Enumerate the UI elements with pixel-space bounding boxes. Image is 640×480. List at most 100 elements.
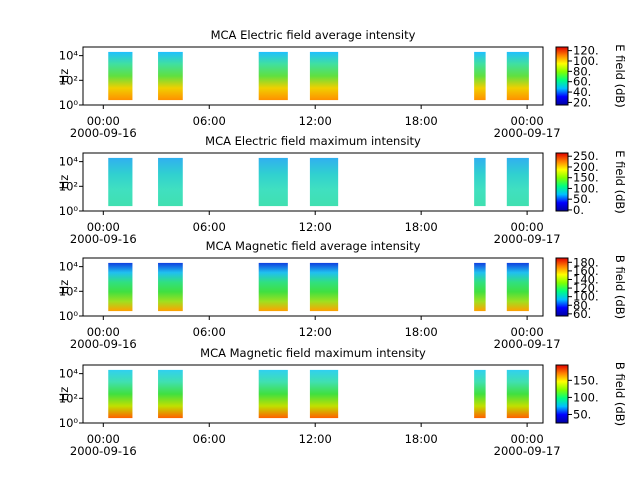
axes-frame	[82, 364, 544, 424]
date-label: 2000-09-17	[494, 126, 561, 140]
y-tick-label: 10²	[59, 179, 78, 193]
y-tick-label: 10²	[59, 284, 78, 298]
x-tick-label: 06:00	[193, 220, 226, 234]
data-block	[309, 369, 339, 419]
y-tick-label: 10²	[59, 391, 78, 405]
y-tick-label: 10⁴	[59, 367, 79, 381]
colorbar-tick-label: 80.	[573, 298, 591, 312]
y-tick-label: 10⁰	[59, 309, 79, 323]
colorbar-tick-label: 100.	[573, 290, 599, 304]
x-tick-label: 12:00	[299, 220, 332, 234]
data-block	[309, 51, 339, 101]
colorbar-label: E field (dB)	[613, 44, 627, 108]
axes-frame	[82, 46, 544, 106]
panel-title: MCA Magnetic field maximum intensity	[200, 346, 426, 360]
colorbar	[555, 152, 569, 212]
data-block	[258, 51, 288, 101]
panel-title: MCA Electric field average intensity	[211, 28, 416, 42]
colorbar-tick-label: 50.	[573, 192, 591, 206]
date-label: 2000-09-17	[494, 337, 561, 351]
data-block	[506, 369, 529, 419]
data-block	[474, 157, 486, 207]
data-block	[474, 51, 486, 101]
x-tick-label: 18:00	[405, 114, 438, 128]
x-tick-label: 12:00	[299, 325, 332, 339]
panel-title: MCA Electric field maximum intensity	[205, 134, 421, 148]
data-block	[158, 369, 183, 419]
data-block	[108, 369, 133, 419]
colorbar	[555, 257, 569, 317]
x-tick-label: 00:00	[511, 325, 544, 339]
colorbar-tick-label: 140.	[573, 272, 599, 286]
data-block	[108, 157, 133, 207]
colorbar	[555, 46, 569, 106]
data-block	[506, 51, 529, 101]
data-block	[158, 157, 183, 207]
x-tick-label: 00:00	[511, 432, 544, 446]
x-tick-label: 12:00	[299, 114, 332, 128]
data-block	[108, 262, 133, 312]
colorbar-tick-label: 150.	[573, 373, 599, 387]
data-block	[309, 262, 339, 312]
x-tick-label: 00:00	[87, 432, 120, 446]
y-axis-label: Hz	[57, 387, 71, 402]
x-tick-label: 00:00	[87, 220, 120, 234]
colorbar-tick-label: 80.	[573, 64, 591, 78]
colorbar-label: B field (dB)	[613, 255, 627, 319]
y-axis-label: Hz	[57, 175, 71, 190]
date-label: 2000-09-17	[494, 444, 561, 458]
y-tick-label: 10²	[59, 73, 78, 87]
y-axis-label: Hz	[57, 69, 71, 84]
data-block	[258, 369, 288, 419]
x-tick-label: 06:00	[193, 325, 226, 339]
data-block	[506, 157, 529, 207]
x-tick-label: 12:00	[299, 432, 332, 446]
colorbar	[555, 364, 569, 424]
data-block	[474, 262, 486, 312]
x-tick-label: 18:00	[405, 432, 438, 446]
y-axis-label: Hz	[57, 280, 71, 295]
colorbar-tick-label: 160.	[573, 264, 599, 278]
colorbar-tick-label: 20.	[573, 95, 591, 109]
x-tick-label: 00:00	[87, 325, 120, 339]
date-label: 2000-09-16	[70, 337, 137, 351]
colorbar-tick-label: 60.	[573, 75, 591, 89]
x-tick-label: 00:00	[511, 220, 544, 234]
y-tick-label: 10⁴	[59, 155, 79, 169]
colorbar-tick-label: 100.	[573, 390, 599, 404]
data-block	[258, 157, 288, 207]
colorbar-tick-label: 250.	[573, 149, 599, 163]
colorbar-tick-label: 60.	[573, 307, 591, 321]
colorbar-tick-label: 40.	[573, 85, 591, 99]
colorbar-tick-label: 0.	[573, 203, 584, 217]
y-tick-label: 10⁰	[59, 204, 79, 218]
colorbar-tick-label: 120.	[573, 44, 599, 58]
x-tick-label: 00:00	[87, 114, 120, 128]
date-label: 2000-09-16	[70, 126, 137, 140]
colorbar-label: E field (dB)	[613, 150, 627, 214]
axes-frame	[82, 257, 544, 317]
colorbar-tick-label: 180.	[573, 255, 599, 269]
x-tick-label: 06:00	[193, 114, 226, 128]
date-label: 2000-09-17	[494, 232, 561, 246]
y-tick-label: 10⁴	[59, 260, 79, 274]
colorbar-tick-label: 100.	[573, 54, 599, 68]
data-block	[158, 51, 183, 101]
data-block	[258, 262, 288, 312]
date-label: 2000-09-16	[70, 444, 137, 458]
data-block	[158, 262, 183, 312]
panel-title: MCA Magnetic field average intensity	[206, 239, 421, 253]
x-tick-label: 06:00	[193, 432, 226, 446]
x-tick-label: 18:00	[405, 220, 438, 234]
data-block	[309, 157, 339, 207]
x-tick-label: 00:00	[511, 114, 544, 128]
y-tick-label: 10⁰	[59, 98, 79, 112]
data-block	[506, 262, 529, 312]
colorbar-tick-label: 200.	[573, 160, 599, 174]
data-block	[474, 369, 486, 419]
y-tick-label: 10⁰	[59, 416, 79, 430]
colorbar-tick-label: 120.	[573, 281, 599, 295]
date-label: 2000-09-16	[70, 232, 137, 246]
colorbar-tick-label: 50.	[573, 407, 591, 421]
